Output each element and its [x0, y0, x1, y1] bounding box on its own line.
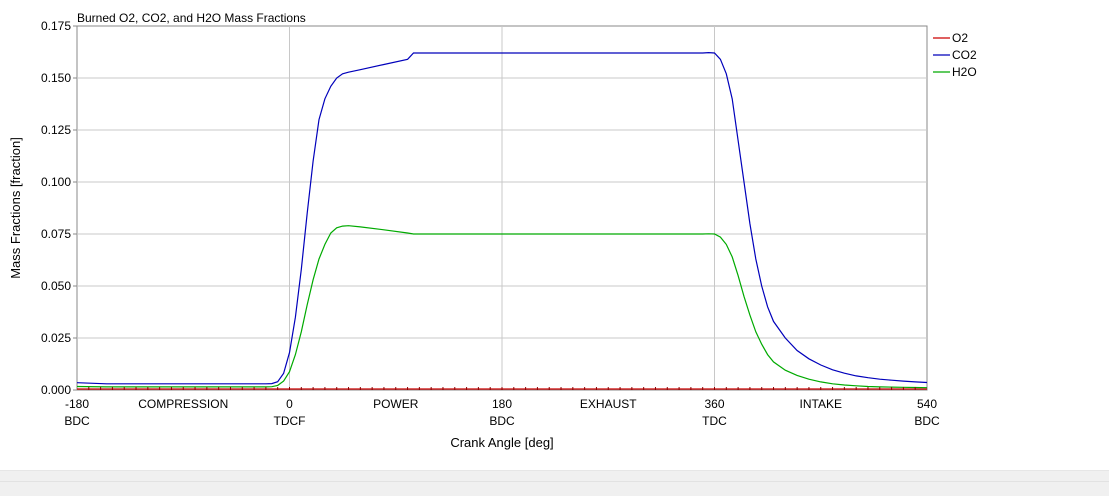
x-tick-label: 540: [917, 397, 937, 411]
x-tick-sublabel: TDC: [702, 414, 727, 428]
y-tick-label: 0.025: [41, 331, 71, 345]
phase-label: COMPRESSION: [138, 397, 228, 411]
y-tick-label: 0.000: [41, 383, 71, 397]
chart: 0.000 0.025 0.050 0.075 0.100 0.125 0.150 0.175…: [8, 11, 977, 450]
chart-title: Burned O2, CO2, and H2O Mass Fractions: [77, 11, 306, 25]
x-tick-sublabel: BDC: [914, 414, 940, 428]
x-tick-sublabel: TDCF: [274, 414, 306, 428]
y-tick-label: 0.175: [41, 19, 71, 33]
x-tick-sublabel: BDC: [489, 414, 515, 428]
status-bar: [0, 470, 1109, 496]
minor-ticks: [88, 387, 916, 390]
y-tick-label: 0.075: [41, 227, 71, 241]
phase-label: EXHAUST: [580, 397, 637, 411]
x-tick-label: -180: [65, 397, 89, 411]
x-tick-label: 360: [704, 397, 724, 411]
x-tick-sublabel: BDC: [64, 414, 90, 428]
legend-label: H2O: [952, 65, 977, 79]
series-line-h2o: [76, 225, 928, 389]
phase-label: POWER: [373, 397, 419, 411]
y-tick-label: 0.050: [41, 279, 71, 293]
x-axis-label: Crank Angle [deg]: [450, 435, 553, 450]
y-tick-label: 0.125: [41, 123, 71, 137]
x-axis: -180 BDC 0 TDCF 180 BDC 360 TDC 540 BDC COMPRESSIO…: [64, 397, 940, 428]
series-line-co2: [76, 51, 928, 385]
y-axis-label: Mass Fractions [fraction]: [8, 137, 23, 279]
x-tick-label: 180: [492, 397, 512, 411]
x-tick-label: 0: [286, 397, 293, 411]
legend-label: O2: [952, 31, 968, 45]
y-tick-label: 0.150: [41, 71, 71, 85]
legend-label: CO2: [952, 48, 977, 62]
legend: O2 CO2 H2O: [933, 31, 977, 79]
y-tick-label: 0.100: [41, 175, 71, 189]
phase-label: INTAKE: [800, 397, 842, 411]
y-axis: 0.000 0.025 0.050 0.075 0.100 0.125 0.150 0.175: [41, 19, 77, 397]
